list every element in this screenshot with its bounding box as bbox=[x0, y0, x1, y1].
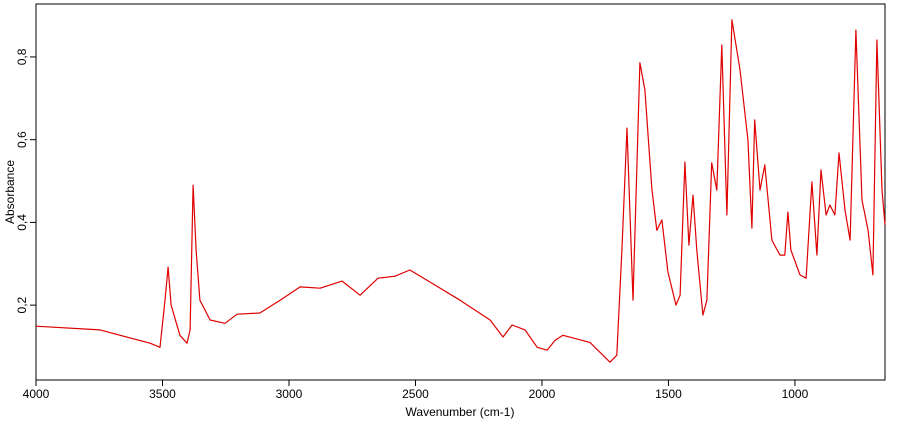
y-tick-label: 0,4 bbox=[15, 214, 29, 231]
spectrum-line bbox=[35, 19, 886, 363]
plot-frame bbox=[35, 3, 886, 381]
x-tick-label: 3500 bbox=[149, 387, 176, 401]
y-tick-label: 0,6 bbox=[15, 131, 29, 148]
x-tick-label: 1000 bbox=[782, 387, 809, 401]
y-axis-label: Absorbance bbox=[3, 160, 17, 224]
x-tick-label: 3000 bbox=[276, 387, 303, 401]
x-tick-label: 4000 bbox=[23, 387, 50, 401]
y-tick-label: 0,2 bbox=[15, 296, 29, 313]
x-tick-label: 1500 bbox=[655, 387, 682, 401]
y-tick-label: 0,8 bbox=[15, 48, 29, 65]
x-tick-label: 2000 bbox=[529, 387, 556, 401]
x-tick-label: 2500 bbox=[402, 387, 429, 401]
x-axis-label: Wavenumber (cm-1) bbox=[406, 405, 515, 419]
